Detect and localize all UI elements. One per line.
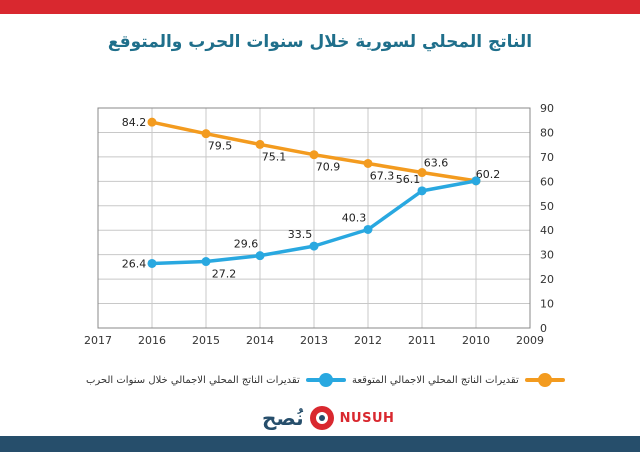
data-point-expected [201,129,211,139]
x-tick-label: 2012 [354,334,382,347]
legend-actual: تقديرات الناتج المحلي الاجمالي خلال سنوا… [86,370,346,390]
data-label-actual: 40.3 [342,211,367,224]
x-tick-label: 2014 [246,334,274,347]
data-label-expected: 84.2 [122,116,147,129]
plot-frame [97,107,531,329]
data-label-actual: 29.6 [234,238,259,251]
legend-actual-label: تقديرات الناتج المحلي الاجمالي خلال سنوا… [86,374,300,386]
x-tick-label: 2011 [408,334,436,347]
bottom-accent-bar [0,436,640,452]
data-label-expected: 79.5 [208,140,233,153]
data-point-expected [255,139,265,149]
data-point-expected [147,117,157,127]
x-tick-label: 2013 [300,334,328,347]
y-tick-label: 40 [540,224,554,237]
data-point-expected [363,158,373,168]
data-point-expected [309,150,319,160]
legend-expected: تقديرات الناتج المحلي الاجمالي المتوقعة [352,370,565,390]
data-point-expected [417,168,427,178]
logo-english-text: NUSUH [339,410,395,426]
data-label-expected: 63.6 [424,157,449,170]
data-point-actual [309,241,319,251]
data-point-actual [363,224,373,234]
legend-expected-label: تقديرات الناتج المحلي الاجمالي المتوقعة [352,374,519,386]
x-tick-label: 2015 [192,334,220,347]
x-tick-label: 2016 [138,334,166,347]
y-tick-label: 0 [540,322,547,335]
data-label-actual: 26.4 [122,257,147,270]
data-label-expected: 75.1 [262,150,287,163]
logo-arabic-text: نُصح [262,406,304,430]
legend-actual-swatch-icon [305,370,346,390]
y-tick-label: 30 [540,249,554,262]
data-point-actual [255,251,265,261]
legend-expected-swatch-icon [524,370,565,390]
data-label-actual: 27.2 [212,268,237,281]
data-point-actual [201,257,211,267]
data-label-expected: 70.9 [316,161,341,174]
data-label-actual: 56.1 [396,173,421,186]
data-label-expected: 67.3 [370,169,395,182]
y-tick-label: 90 [540,102,554,115]
y-tick-label: 50 [540,200,554,213]
y-tick-label: 70 [540,151,554,164]
data-label-expected: 60.2 [476,168,501,181]
chart-title: الناتج المحلي لسورية خلال سنوات الحرب وا… [107,32,533,52]
y-tick-label: 10 [540,298,554,311]
data-point-actual [471,176,481,186]
x-tick-label: 2017 [84,334,112,347]
logo-mark-icon [309,406,334,430]
y-tick-label: 60 [540,175,554,188]
nusuh-logo: نُصح NUSUH [262,404,394,432]
x-tick-label: 2010 [462,334,490,347]
top-accent-bar [0,0,640,14]
x-tick-label: 2009 [516,334,544,347]
data-point-actual [147,258,157,268]
data-point-actual [417,186,427,196]
y-tick-label: 20 [540,273,554,286]
data-label-actual: 33.5 [288,228,313,241]
y-tick-label: 80 [540,126,554,139]
